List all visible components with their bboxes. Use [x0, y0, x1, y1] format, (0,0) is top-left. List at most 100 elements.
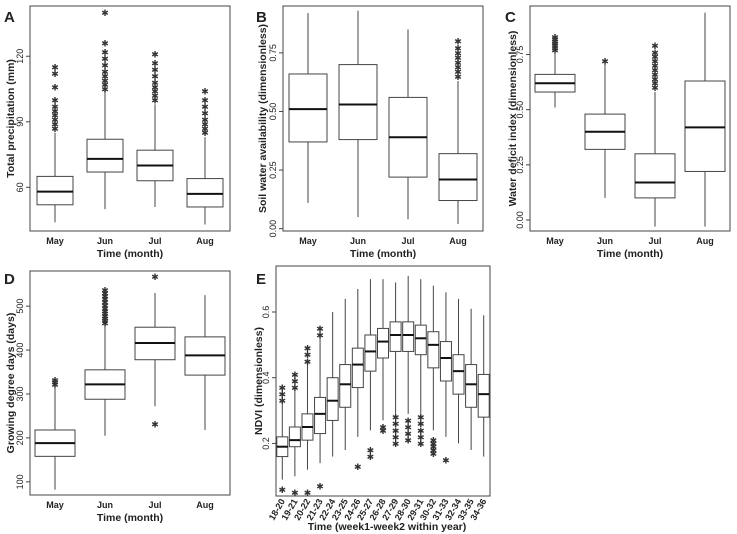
box-30-32: ✱✱✱✱✱ [427, 285, 440, 459]
box-27-29: ✱✱✱✱✱ [389, 282, 402, 449]
y-tick-label: 0.00 [515, 211, 525, 229]
iqr-box [339, 364, 352, 408]
outlier-point: ✱ [101, 295, 109, 305]
outlier-point: ✱ [316, 331, 324, 341]
x-tick-label: May [46, 500, 64, 510]
y-tick-label: 300 [15, 386, 25, 401]
box-32-34 [452, 298, 465, 444]
box-May: ✱✱✱✱✱✱✱ [534, 32, 576, 108]
outlier-point: ✱ [101, 60, 109, 70]
x-tick-label: Jul [148, 236, 161, 246]
outlier-point: ✱ [101, 304, 109, 314]
outlier-point: ✱ [392, 439, 400, 449]
outlier-point: ✱ [51, 115, 59, 125]
panel-label: C [505, 9, 516, 26]
outlier-point: ✱ [101, 314, 109, 324]
outlier-point: ✱ [601, 57, 609, 67]
box-26-28: ✱✱ [377, 279, 389, 436]
outlier-point: ✱ [651, 41, 659, 51]
outlier-point: ✱ [51, 380, 59, 390]
x-tick-label: Jul [401, 236, 414, 246]
outlier-point: ✱ [551, 43, 559, 53]
outlier-point: ✱ [51, 82, 59, 92]
outlier-point: ✱ [392, 426, 400, 436]
outlier-point: ✱ [454, 48, 462, 58]
outlier-point: ✱ [404, 423, 412, 433]
iqr-box [439, 341, 452, 382]
outlier-point: ✱ [51, 119, 59, 129]
box-Jun: ✱✱✱✱✱✱✱✱✱✱✱✱✱ [84, 285, 126, 436]
outlier-point: ✱ [430, 436, 438, 446]
outlier-point: ✱ [101, 309, 109, 319]
box-Aug [684, 12, 726, 227]
box-Jul [388, 29, 428, 220]
box-Jul: ✱✱✱✱✱✱✱✱✱✱ [634, 41, 676, 227]
box-Jun: ✱ [584, 57, 626, 198]
panel-label: E [256, 271, 266, 288]
outlier-point: ✱ [51, 95, 59, 105]
outlier-point: ✱ [392, 413, 400, 423]
outlier-point: ✱ [417, 439, 425, 449]
y-tick-label: 200 [15, 430, 25, 445]
outlier-point: ✱ [454, 67, 462, 77]
outlier-point: ✱ [201, 119, 209, 129]
box-Jun: ✱✱✱✱✱✱✱✱✱✱ [86, 8, 124, 210]
outlier-point: ✱ [101, 298, 109, 308]
outlier-point: ✱ [101, 316, 109, 326]
box-29-31: ✱✱✱✱✱ [414, 279, 427, 449]
iqr-box [452, 354, 465, 395]
iqr-box [438, 153, 478, 202]
iqr-box [86, 138, 124, 173]
outlier-point: ✱ [291, 488, 299, 498]
outlier-point: ✱ [151, 65, 159, 75]
panel-label: B [256, 9, 267, 26]
outlier-point: ✱ [201, 124, 209, 134]
outlier-point: ✱ [151, 272, 159, 282]
outlier-point: ✱ [551, 46, 559, 56]
y-axis-label: Soil water availability (dimensionless) [257, 24, 269, 213]
outlier-point: ✱ [201, 95, 209, 105]
x-axis-label: Time (month) [97, 248, 163, 260]
outlier-point: ✱ [392, 432, 400, 442]
outlier-point: ✱ [379, 426, 387, 436]
outlier-point: ✱ [367, 446, 375, 456]
outlier-point: ✱ [454, 72, 462, 82]
outlier-point: ✱ [279, 485, 287, 495]
x-tick-label: Aug [696, 236, 714, 246]
x-tick-label: Jul [148, 500, 161, 510]
plot-frame [29, 5, 231, 232]
iqr-box [684, 80, 726, 172]
outlier-point: ✱ [151, 82, 159, 92]
box-Jun [338, 10, 378, 217]
outlier-point: ✱ [151, 50, 159, 60]
box-May: ✱✱✱ [34, 375, 76, 490]
y-tick-label: 90 [15, 117, 25, 127]
x-tick-label: Jun [597, 236, 613, 246]
outlier-point: ✱ [279, 390, 287, 400]
box-25-27: ✱✱ [364, 279, 377, 462]
outlier-point: ✱ [454, 37, 462, 47]
outlier-point: ✱ [51, 124, 59, 134]
iqr-box [36, 175, 74, 206]
y-tick-label: 60 [15, 182, 25, 192]
y-tick-label: 0.50 [268, 103, 278, 121]
iqr-box [288, 73, 328, 143]
outlier-point: ✱ [279, 383, 287, 393]
outlier-point: ✱ [201, 128, 209, 138]
x-tick-label: Jun [97, 236, 113, 246]
outlier-point: ✱ [417, 432, 425, 442]
y-tick-label: 400 [15, 343, 25, 358]
outlier-point: ✱ [201, 115, 209, 125]
x-tick-label: Aug [196, 500, 214, 510]
outlier-point: ✱ [101, 318, 109, 328]
x-tick-label: May [46, 236, 64, 246]
outlier-point: ✱ [651, 70, 659, 80]
outlier-point: ✱ [454, 44, 462, 54]
y-tick-label: 0.75 [515, 46, 525, 64]
outlier-point: ✱ [551, 41, 559, 51]
outlier-point: ✱ [430, 449, 438, 459]
x-tick-label: Jul [648, 236, 661, 246]
outlier-point: ✱ [304, 357, 312, 367]
